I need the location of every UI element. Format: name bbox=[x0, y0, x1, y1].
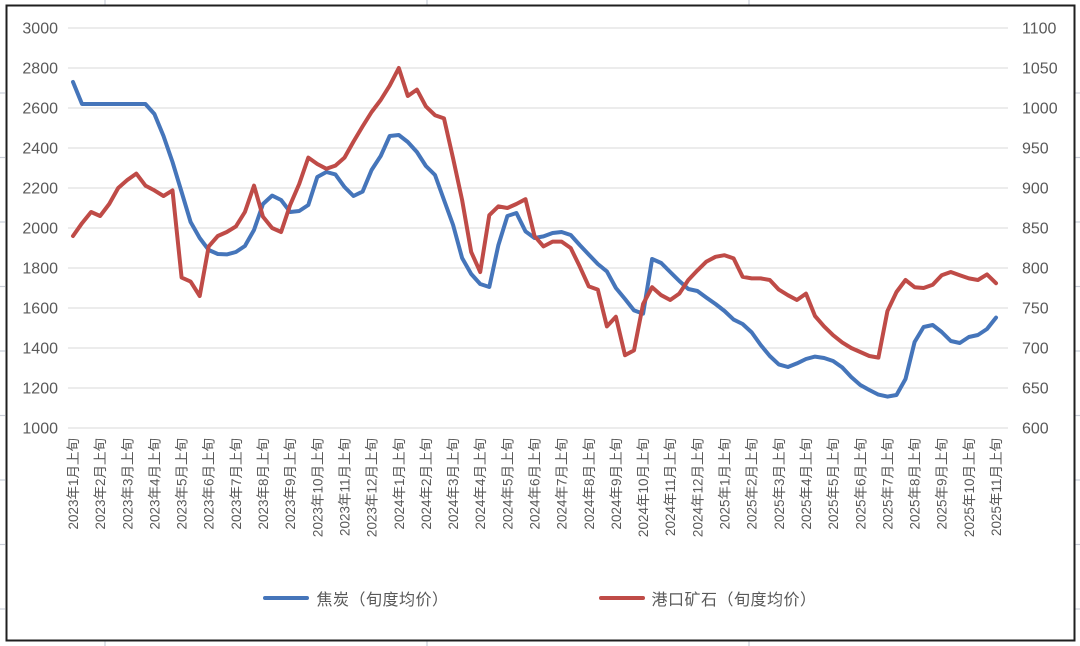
gridlines bbox=[68, 27, 1008, 429]
x-axis-tick-label: 2024年6月上旬 bbox=[528, 438, 543, 530]
right-axis-tick-label: 1100 bbox=[1022, 21, 1057, 38]
left-axis-tick-label: 1200 bbox=[22, 381, 58, 398]
left-axis-tick-label: 1000 bbox=[22, 421, 58, 438]
left-axis-labels: 3000 2800 2600 2400 2200 2000 1800 1600 1400 1200… bbox=[22, 21, 58, 438]
x-axis-tick-label: 2025年8月上旬 bbox=[908, 438, 923, 530]
left-axis-tick-label: 1600 bbox=[22, 301, 58, 318]
x-axis-tick-label: 2025年5月上旬 bbox=[826, 438, 841, 530]
x-axis-tick-label: 2025年1月上旬 bbox=[718, 438, 733, 530]
x-axis-tick-label: 2023年6月上旬 bbox=[202, 438, 217, 530]
x-axis-tick-label: 2023年10月上旬 bbox=[310, 438, 325, 537]
x-axis-tick-label: 2023年1月上旬 bbox=[66, 438, 81, 530]
x-axis-tick-label: 2024年9月上旬 bbox=[609, 438, 624, 530]
right-axis-tick-label: 1000 bbox=[1022, 101, 1058, 118]
left-axis-tick-label: 1400 bbox=[22, 341, 58, 358]
right-axis-tick-label: 600 bbox=[1022, 421, 1049, 438]
right-axis-tick-label: 950 bbox=[1022, 141, 1049, 158]
left-axis-tick-label: 1800 bbox=[22, 261, 58, 278]
left-axis-tick-label: 2200 bbox=[22, 181, 58, 198]
right-axis-tick-label: 750 bbox=[1022, 301, 1049, 318]
right-axis-tick-label: 700 bbox=[1022, 341, 1049, 358]
x-axis-tick-label: 2024年12月上旬 bbox=[690, 438, 705, 537]
ore-series-line bbox=[71, 66, 998, 360]
x-axis-labels: 2023年1月上旬 2023年2月上旬 2023年3月上旬 2023年4月上旬 2023… bbox=[66, 438, 1004, 537]
left-axis-tick-label: 2600 bbox=[22, 101, 58, 118]
x-axis-tick-label: 2023年12月上旬 bbox=[365, 438, 380, 537]
x-axis-tick-label: 2024年5月上旬 bbox=[500, 438, 515, 530]
x-axis-tick-label: 2023年11月上旬 bbox=[338, 438, 353, 536]
x-axis-tick-label: 2023年5月上旬 bbox=[175, 438, 190, 530]
x-axis-tick-label: 2023年9月上旬 bbox=[283, 438, 298, 530]
x-axis-tick-label: 2023年4月上旬 bbox=[147, 438, 162, 530]
x-axis-tick-label: 2023年7月上旬 bbox=[229, 438, 244, 530]
x-axis-tick-label: 2025年6月上旬 bbox=[853, 438, 868, 530]
x-axis-tick-label: 2025年2月上旬 bbox=[745, 438, 760, 530]
x-axis-tick-label: 2024年10月上旬 bbox=[636, 438, 651, 537]
right-axis-tick-label: 900 bbox=[1022, 181, 1049, 198]
left-axis-tick-label: 2000 bbox=[22, 221, 58, 238]
x-axis-tick-label: 2024年3月上旬 bbox=[446, 438, 461, 530]
x-axis-tick-label: 2025年4月上旬 bbox=[799, 438, 814, 530]
x-axis-tick-label: 2025年10月上旬 bbox=[962, 438, 977, 537]
x-axis-tick-label: 2025年3月上旬 bbox=[772, 438, 787, 530]
x-axis-tick-label: 2023年2月上旬 bbox=[93, 438, 108, 530]
left-axis-tick-label: 2800 bbox=[22, 61, 58, 78]
x-axis-tick-label: 2025年9月上旬 bbox=[935, 438, 950, 530]
x-axis-tick-label: 2024年2月上旬 bbox=[419, 438, 434, 530]
x-axis-tick-label: 2024年1月上旬 bbox=[392, 438, 407, 530]
x-axis-tick-label: 2023年8月上旬 bbox=[256, 438, 271, 530]
right-axis-tick-label: 1050 bbox=[1022, 61, 1058, 78]
x-axis-tick-label: 2025年7月上旬 bbox=[880, 438, 895, 530]
chart-border-frame bbox=[5, 4, 1076, 642]
left-axis-tick-label: 3000 bbox=[22, 21, 58, 38]
right-axis-labels: 1100 1050 1000 950 900 850 800 750 700 650 600 bbox=[1022, 21, 1058, 438]
x-axis-tick-label: 2023年3月上旬 bbox=[120, 438, 135, 530]
right-axis-tick-label: 800 bbox=[1022, 261, 1049, 278]
x-axis-tick-label: 2024年4月上旬 bbox=[473, 438, 488, 530]
x-axis-tick-label: 2025年11月上旬 bbox=[989, 438, 1004, 536]
x-axis-tick-label: 2024年8月上旬 bbox=[582, 438, 597, 530]
right-axis-tick-label: 850 bbox=[1022, 221, 1049, 238]
x-axis-tick-label: 2024年7月上旬 bbox=[555, 438, 570, 530]
x-axis-tick-label: 2024年11月上旬 bbox=[663, 438, 678, 536]
right-axis-tick-label: 650 bbox=[1022, 381, 1049, 398]
left-axis-tick-label: 2400 bbox=[22, 141, 58, 158]
